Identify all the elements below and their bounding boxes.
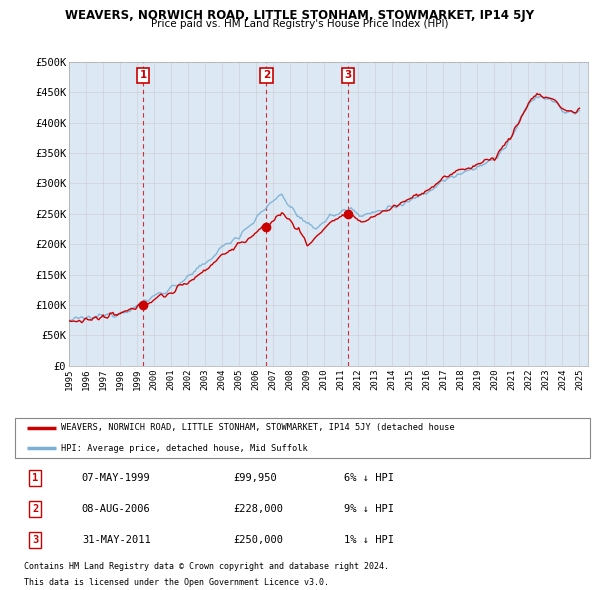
Text: Contains HM Land Registry data © Crown copyright and database right 2024.: Contains HM Land Registry data © Crown c…	[23, 562, 389, 572]
Text: WEAVERS, NORWICH ROAD, LITTLE STONHAM, STOWMARKET, IP14 5JY: WEAVERS, NORWICH ROAD, LITTLE STONHAM, S…	[65, 9, 535, 22]
Text: £250,000: £250,000	[233, 535, 283, 545]
Text: 1% ↓ HPI: 1% ↓ HPI	[344, 535, 394, 545]
Text: 3: 3	[344, 70, 352, 80]
Text: 08-AUG-2006: 08-AUG-2006	[82, 504, 151, 514]
FancyBboxPatch shape	[15, 418, 590, 458]
Text: 2: 2	[263, 70, 270, 80]
Text: This data is licensed under the Open Government Licence v3.0.: This data is licensed under the Open Gov…	[23, 578, 329, 586]
Text: 31-MAY-2011: 31-MAY-2011	[82, 535, 151, 545]
Text: 1: 1	[32, 473, 38, 483]
Text: Price paid vs. HM Land Registry's House Price Index (HPI): Price paid vs. HM Land Registry's House …	[151, 19, 449, 29]
Text: 9% ↓ HPI: 9% ↓ HPI	[344, 504, 394, 514]
Text: WEAVERS, NORWICH ROAD, LITTLE STONHAM, STOWMARKET, IP14 5JY (detached house: WEAVERS, NORWICH ROAD, LITTLE STONHAM, S…	[61, 424, 455, 432]
Text: 07-MAY-1999: 07-MAY-1999	[82, 473, 151, 483]
Text: £228,000: £228,000	[233, 504, 283, 514]
Text: 2: 2	[32, 504, 38, 514]
Text: 3: 3	[32, 535, 38, 545]
Text: HPI: Average price, detached house, Mid Suffolk: HPI: Average price, detached house, Mid …	[61, 444, 308, 453]
Text: £99,950: £99,950	[233, 473, 277, 483]
Text: 6% ↓ HPI: 6% ↓ HPI	[344, 473, 394, 483]
Text: 1: 1	[139, 70, 146, 80]
